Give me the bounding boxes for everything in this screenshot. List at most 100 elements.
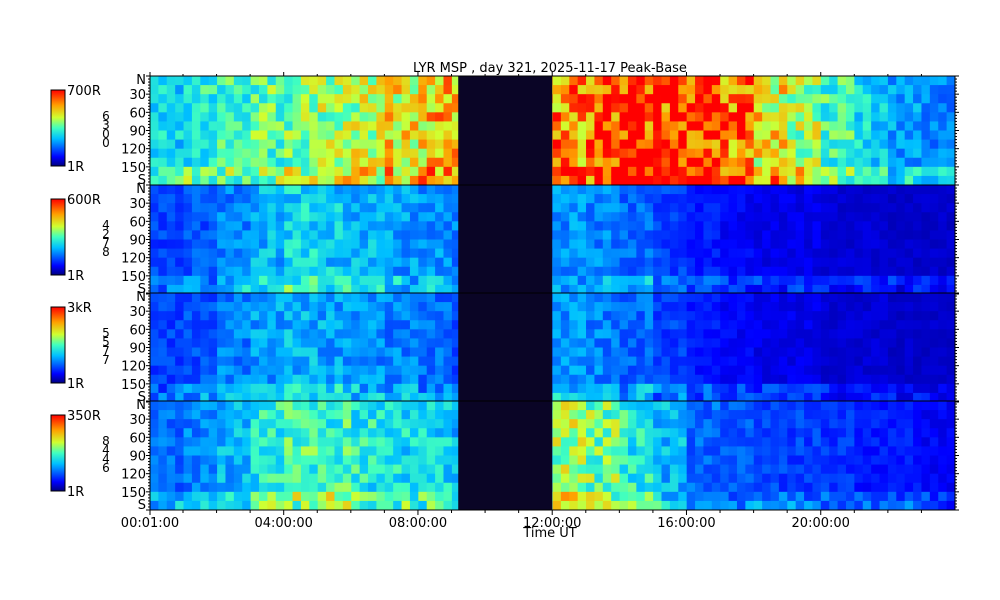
heatmap-cell (619, 311, 629, 321)
heatmap-cell (695, 437, 704, 447)
heatmap-cell (720, 293, 729, 303)
heatmap-cell (586, 500, 595, 511)
heatmap-cell (661, 284, 671, 295)
heatmap-cell (426, 130, 436, 140)
heatmap-cell (770, 203, 780, 213)
heatmap-cell (695, 194, 704, 204)
colorbar (50, 306, 66, 384)
heatmap-cell (208, 275, 218, 286)
heatmap-cell (812, 157, 822, 168)
heatmap-cell (871, 410, 880, 420)
heatmap-cell (368, 248, 377, 259)
heatmap-cell (736, 284, 746, 295)
heatmap-cell (158, 194, 168, 204)
heatmap-cell (292, 85, 302, 95)
heatmap-cell (804, 482, 813, 493)
heatmap-cell (443, 284, 453, 295)
heatmap-cell (451, 392, 461, 403)
heatmap-cell (728, 473, 738, 484)
heatmap-cell (326, 121, 335, 131)
heatmap-cell (787, 94, 797, 104)
heatmap-cell (611, 419, 620, 429)
heatmap-cell (191, 428, 201, 438)
heatmap-cell (845, 482, 855, 493)
heatmap-cell (862, 365, 872, 376)
heatmap-cell (619, 320, 629, 330)
heatmap-cell (711, 175, 721, 186)
heatmap-cell (661, 311, 671, 321)
heatmap-cell (711, 338, 721, 348)
heatmap-cell (669, 500, 679, 511)
heatmap-cell (778, 446, 788, 456)
heatmap-cell (326, 275, 335, 286)
heatmap-cell (862, 121, 872, 131)
heatmap-cell (451, 482, 461, 493)
heatmap-cell (619, 284, 629, 295)
heatmap-cell (887, 293, 897, 303)
heatmap-cell (896, 284, 906, 295)
heatmap-cell (879, 446, 889, 456)
heatmap-cell (795, 148, 805, 159)
heatmap-cell (854, 257, 864, 268)
heatmap-cell (854, 482, 864, 493)
heatmap-cell (594, 112, 604, 122)
heatmap-cell (300, 410, 310, 420)
heatmap-cell (183, 212, 193, 222)
heatmap-cell (284, 284, 293, 295)
heatmap-cell (946, 437, 956, 447)
heatmap-cell (871, 401, 880, 411)
heatmap-cell (829, 455, 839, 465)
heatmap-cell (871, 356, 880, 367)
heatmap-cell (150, 175, 159, 186)
heatmap-cell (183, 464, 193, 475)
heatmap-cell (778, 266, 788, 277)
heatmap-cell (946, 410, 956, 420)
heatmap-cell (887, 166, 897, 177)
heatmap-cell (259, 148, 268, 159)
heatmap-cell (887, 284, 897, 295)
heatmap-cell (929, 482, 939, 493)
heatmap-cell (711, 166, 721, 177)
heatmap-cell (225, 482, 235, 493)
heatmap-cell (426, 356, 436, 367)
heatmap-cell (736, 491, 746, 502)
heatmap-cell (845, 139, 855, 150)
heatmap-cell (653, 121, 662, 131)
heatmap-cell (787, 392, 797, 403)
heatmap-cell (904, 410, 914, 420)
heatmap-cell (812, 356, 822, 367)
heatmap-cell (384, 148, 394, 159)
heatmap-cell (225, 212, 235, 222)
heatmap-cell (292, 320, 302, 330)
heatmap-cell (946, 374, 956, 385)
heatmap-cell (166, 166, 176, 177)
heatmap-cell (762, 85, 771, 95)
heatmap-cell (552, 203, 562, 213)
heatmap-cell (451, 212, 461, 222)
heatmap-cell (594, 311, 604, 321)
heatmap-cell (829, 275, 839, 286)
heatmap-cell (275, 446, 285, 456)
heatmap-cell (175, 428, 184, 438)
heatmap-cell (317, 419, 327, 429)
heatmap-cell (242, 203, 252, 213)
heatmap-cell (720, 500, 729, 511)
heatmap-cell (242, 166, 252, 177)
channel-digit: 3 (102, 118, 110, 132)
heatmap-cell (795, 112, 805, 122)
heatmap-cell (443, 76, 453, 86)
heatmap-cell (728, 112, 738, 122)
heatmap-cell (921, 356, 931, 367)
heatmap-cell (267, 500, 277, 511)
heatmap-cell (611, 329, 620, 339)
heatmap-cell (418, 311, 428, 321)
heatmap-cell (334, 482, 344, 493)
heatmap-cell (837, 275, 847, 286)
heatmap-cell (435, 103, 444, 113)
heatmap-cell (342, 275, 352, 286)
y-tick-label: 150 (121, 378, 146, 393)
heatmap-cell (762, 410, 771, 420)
heatmap-cell (342, 194, 352, 204)
heatmap-cell (259, 166, 268, 177)
heatmap-cell (627, 428, 637, 438)
